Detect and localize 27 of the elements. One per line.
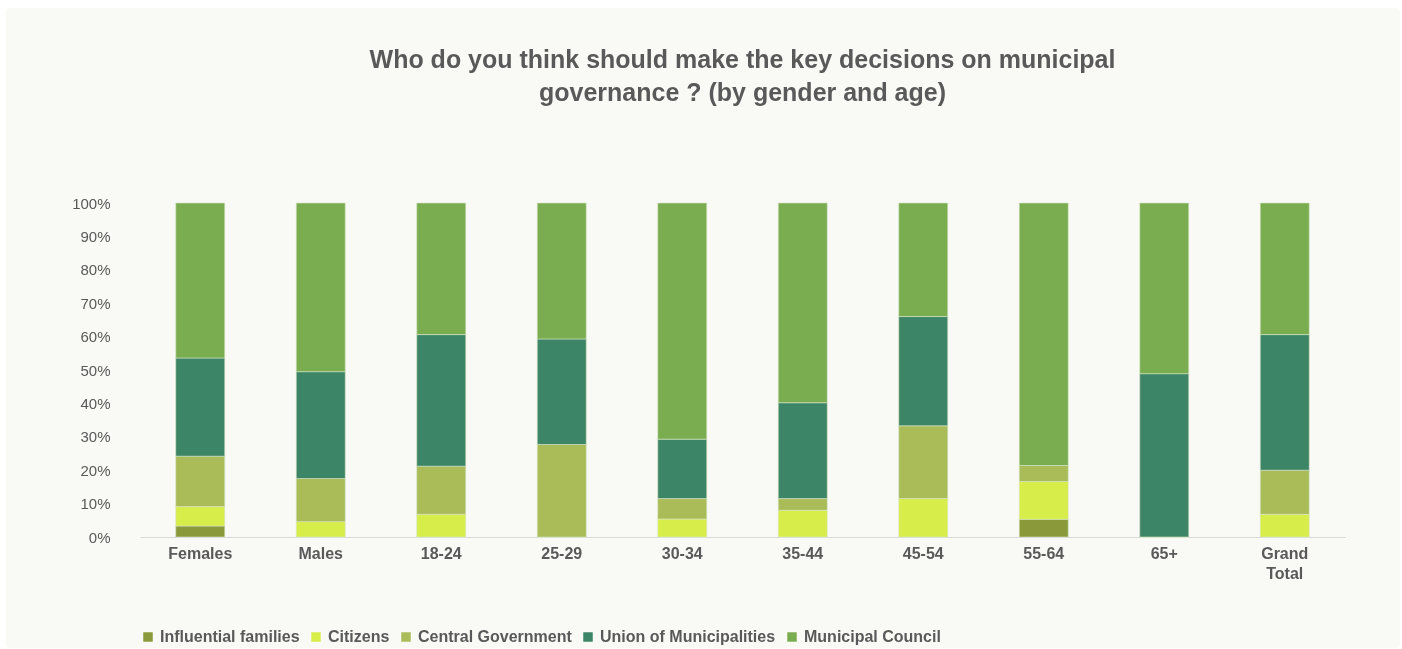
y-tick-label: 90% xyxy=(80,227,111,245)
y-tick-label: 20% xyxy=(80,461,111,479)
legend-label: Municipal Council xyxy=(804,628,941,645)
x-tick-label: 35-44 xyxy=(782,544,824,562)
x-tick-label: Males xyxy=(298,544,344,562)
x-tick-label: 18-24 xyxy=(420,544,462,562)
y-tick-label: 100% xyxy=(72,194,111,212)
y-tick-label: 60% xyxy=(80,328,111,346)
chart-title: Who do you think should make the key decisions on municipal governance ? (by gender and age) xyxy=(369,45,1116,106)
y-tick-label: 70% xyxy=(80,294,111,312)
y-tick-label: 30% xyxy=(80,428,111,446)
legend-label: Central Government xyxy=(418,628,573,645)
x-tick-label: 55-64 xyxy=(1023,544,1065,562)
y-tick-label: 10% xyxy=(80,495,111,513)
x-tick-label: Grand Total xyxy=(1261,544,1309,582)
x-tick-label: 30-34 xyxy=(661,544,703,562)
x-tick-label: Females xyxy=(168,544,233,562)
legend-label: Citizens xyxy=(328,628,390,645)
y-tick-label: 40% xyxy=(80,394,111,412)
y-tick-label: 0% xyxy=(88,528,111,546)
x-tick-label: 65+ xyxy=(1150,544,1178,562)
x-tick-label: 25-29 xyxy=(541,544,583,562)
x-tick-label: 45-54 xyxy=(902,544,944,562)
y-tick-label: 50% xyxy=(80,361,111,379)
legend-label: Influential families xyxy=(160,628,300,645)
legend-label: Union of Municipalities xyxy=(600,628,776,645)
y-tick-label: 80% xyxy=(80,261,111,279)
